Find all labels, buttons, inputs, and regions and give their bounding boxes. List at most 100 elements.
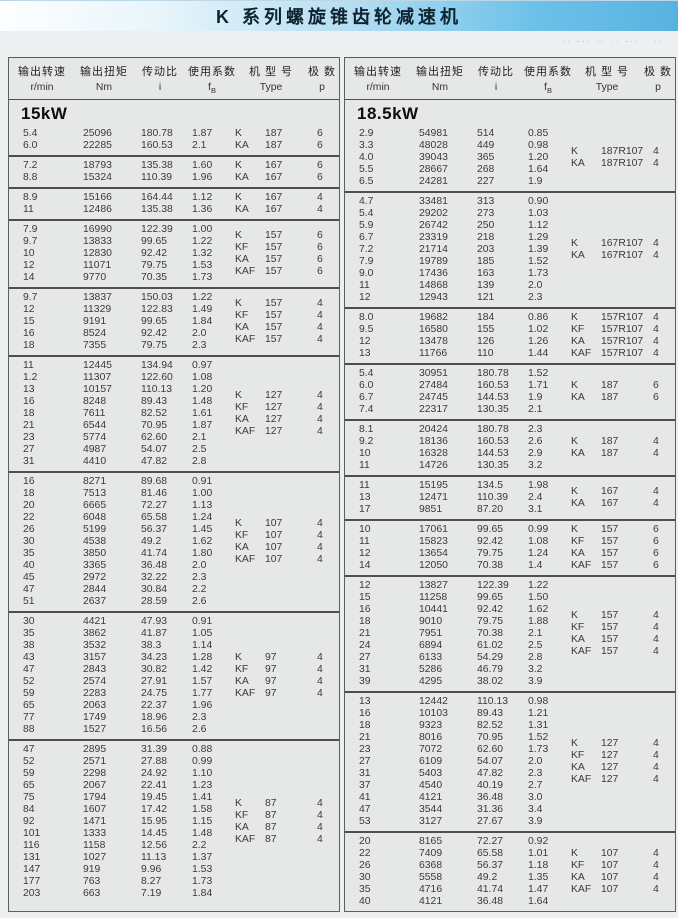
- model-list: K 157 4 KF 157 4 KA 157 4 KAF 157 4: [571, 610, 667, 658]
- service-factor-cell: 2.1: [528, 404, 543, 416]
- service-factor-cell: 1.64: [528, 896, 549, 908]
- service-factor-cell: 1.52: [528, 368, 549, 380]
- service-factor-cell: 1.61: [192, 408, 213, 420]
- poles-value: 4: [317, 310, 323, 322]
- torque-cell: 7072: [419, 744, 443, 756]
- column-header-en: i: [158, 82, 162, 93]
- service-factor-cell: 3.0: [528, 792, 543, 804]
- model-size: 157: [265, 254, 283, 266]
- speed-cell: 5.4: [23, 128, 38, 140]
- model-row: KA 107 4: [235, 542, 331, 554]
- service-factor-cell: 1.53: [192, 260, 213, 272]
- service-factor-cell: 1.64: [528, 164, 549, 176]
- service-factor-cell: 1.50: [528, 592, 549, 604]
- service-factor-cell: 2.0: [192, 328, 207, 340]
- model-prefix: KA: [571, 548, 585, 560]
- torque-cell: 12943: [419, 292, 448, 304]
- data-row: 47 2895 31.39 0.88: [9, 744, 339, 756]
- poles-value: 4: [317, 334, 323, 346]
- service-factor-cell: 2.1: [192, 432, 207, 444]
- speed-cell: 15: [359, 592, 371, 604]
- speed-cell: 14: [23, 272, 35, 284]
- ratio-cell: 19.45: [141, 792, 168, 804]
- service-factor-cell: 2.0: [192, 560, 207, 572]
- group-rows: 2.9 54981 514 0.85 3.3 48028 449 0.98 4.0 39043 36…: [345, 128, 675, 188]
- speed-cell: 45: [23, 572, 35, 584]
- model-row: KAF 127 4: [571, 774, 667, 786]
- service-factor-cell: 0.91: [192, 476, 213, 488]
- data-row: 47 2843 30.82 1.42: [9, 664, 339, 676]
- ratio-cell: 30.82: [141, 664, 168, 676]
- model-row: KF 97 4: [235, 664, 331, 676]
- model-size: 157R107: [601, 324, 644, 336]
- speed-cell: 16: [23, 476, 35, 488]
- service-factor-cell: 3.9: [528, 676, 543, 688]
- torque-cell: 7951: [419, 628, 443, 640]
- service-factor-cell: 0.85: [528, 128, 549, 140]
- ratio-cell: 41.74: [141, 548, 168, 560]
- service-factor-cell: 2.2: [192, 840, 207, 852]
- model-size: 157: [265, 322, 283, 334]
- speed-cell: 15: [23, 316, 35, 328]
- column-header-en: fB: [208, 82, 216, 96]
- ratio-cell: 34.23: [141, 652, 168, 664]
- model-prefix: K: [571, 738, 578, 750]
- data-row: 101 1333 14.45 1.48: [9, 828, 339, 840]
- model-size: 127: [601, 738, 619, 750]
- service-factor-cell: 0.92: [528, 836, 549, 848]
- data-row: 13 10157 110.13 1.20: [9, 384, 339, 396]
- ratio-cell: 54.07: [477, 756, 504, 768]
- model-size: 157: [265, 242, 283, 254]
- column-header-output-speed: 输出转速 r/min: [9, 63, 75, 95]
- model-size: 167: [265, 192, 283, 204]
- data-row: 27 4987 54.07 2.5: [9, 444, 339, 456]
- column-header-zh: 传动比: [478, 66, 514, 78]
- service-factor-cell: 1.08: [528, 536, 549, 548]
- column-header-zh: 使用系数: [524, 66, 572, 78]
- torque-cell: 919: [83, 864, 101, 876]
- data-row: 59 2283 24.75 1.77: [9, 688, 339, 700]
- model-prefix: KF: [235, 530, 249, 542]
- model-prefix: KF: [235, 242, 249, 254]
- model-size: 187R107: [601, 146, 644, 158]
- data-row: 6.7 24745 144.53 1.9: [345, 392, 675, 404]
- poles-value: 4: [317, 822, 323, 834]
- service-factor-cell: 1.23: [192, 780, 213, 792]
- speed-cell: 31: [359, 664, 371, 676]
- data-row: 131 1027 11.13 1.37: [9, 852, 339, 864]
- speed-cell: 20: [359, 836, 371, 848]
- data-row: 39 4295 38.02 3.9: [345, 676, 675, 688]
- ratio-cell: 47.93: [141, 616, 168, 628]
- group-rows: 11 15195 134.5 1.98 13 12471 110.39 2.4 17 9851 87…: [345, 480, 675, 516]
- model-prefix: KA: [571, 762, 585, 774]
- model-prefix: KA: [235, 822, 249, 834]
- service-factor-cell: 3.9: [528, 816, 543, 828]
- poles-value: 6: [653, 524, 659, 536]
- spec-group: 9.7 13837 150.03 1.22 12 11329 122.83 1.49 15 919…: [9, 287, 339, 355]
- speed-cell: 13: [23, 384, 35, 396]
- group-rows: 7.9 16990 122.39 1.00 9.7 13833 99.65 1.22 10 128…: [9, 224, 339, 284]
- model-prefix: KA: [235, 254, 249, 266]
- data-row: 23 5774 62.60 2.1: [9, 432, 339, 444]
- ratio-cell: 99.65: [477, 524, 504, 536]
- torque-cell: 12471: [419, 492, 448, 504]
- model-prefix: KAF: [571, 884, 592, 896]
- model-row: K 167 4: [571, 486, 667, 498]
- torque-cell: 5199: [83, 524, 107, 536]
- data-row: 11 14868 139 2.0: [345, 280, 675, 292]
- data-row: 8.0 19682 184 0.86: [345, 312, 675, 324]
- ratio-cell: 92.42: [477, 536, 504, 548]
- model-size: 127: [601, 762, 619, 774]
- ratio-cell: 134.94: [141, 360, 173, 372]
- poles-value: 4: [317, 204, 323, 216]
- ratio-cell: 49.2: [477, 872, 498, 884]
- data-row: 7.2 18793 135.38 1.60: [9, 160, 339, 172]
- data-row: 14 9770 70.35 1.73: [9, 272, 339, 284]
- speed-cell: 9.5: [359, 324, 374, 336]
- model-size: 157R107: [601, 348, 644, 360]
- data-row: 30 4538 49.2 1.62: [9, 536, 339, 548]
- ratio-cell: 27.91: [141, 676, 168, 688]
- model-row: KAF 157R107 4: [571, 348, 667, 360]
- poles-value: 6: [653, 392, 659, 404]
- torque-cell: 11071: [83, 260, 112, 272]
